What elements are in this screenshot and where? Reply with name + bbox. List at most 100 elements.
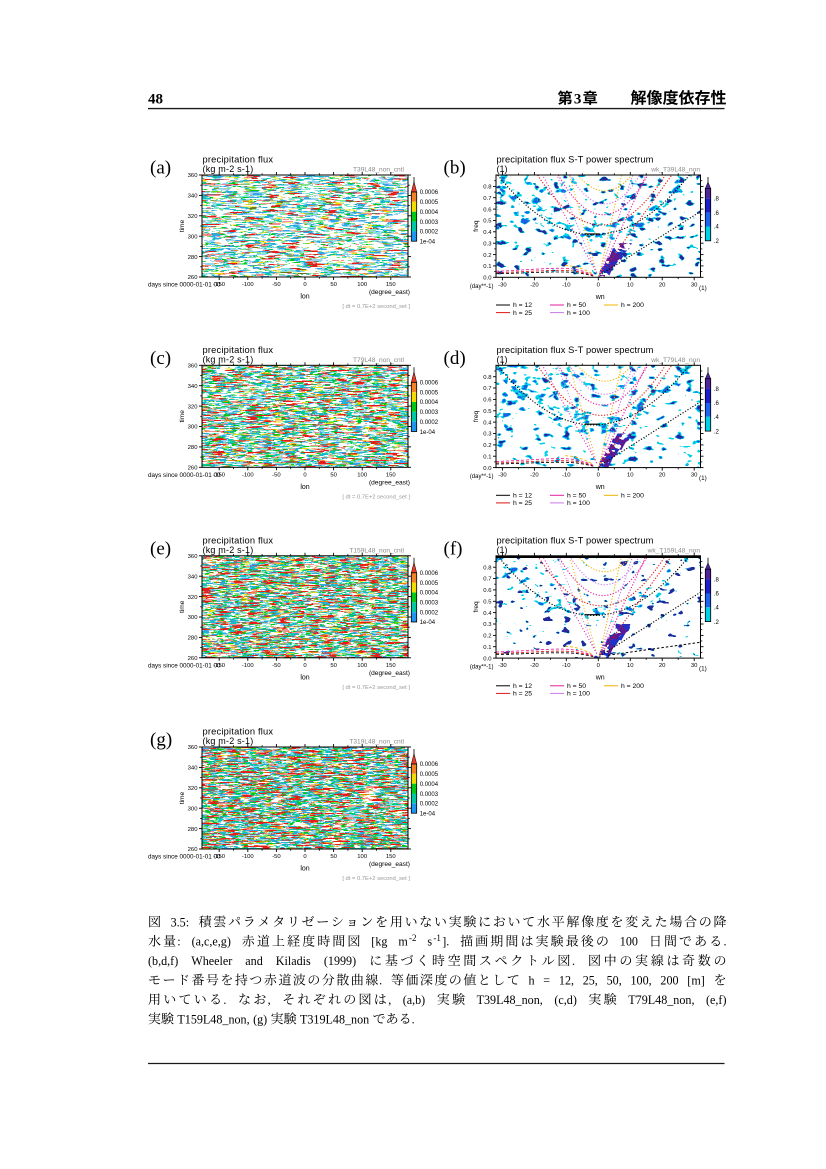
svg-text:lon: lon <box>300 484 309 491</box>
svg-text:50,: 50, <box>607 974 622 988</box>
svg-text:260: 260 <box>188 466 199 472</box>
svg-text:(a,c,e,g): (a,c,e,g) <box>192 935 231 949</box>
svg-text:300: 300 <box>188 425 199 431</box>
svg-text:300: 300 <box>188 806 199 812</box>
svg-text:1e-04: 1e-04 <box>420 430 436 436</box>
svg-text:0.6: 0.6 <box>483 588 492 594</box>
svg-text:-30: -30 <box>498 282 507 288</box>
svg-text:lon: lon <box>300 866 309 873</box>
svg-text:100: 100 <box>357 282 368 288</box>
svg-text:precipitation flux S-T power s: precipitation flux S-T power spectrum <box>497 535 654 545</box>
svg-text:340: 340 <box>188 384 199 390</box>
svg-text:wk_T79L48_non: wk_T79L48_non <box>650 357 700 364</box>
svg-text:0.0: 0.0 <box>483 656 492 662</box>
svg-text:precipitation flux: precipitation flux <box>203 155 274 165</box>
svg-text:days since 0000-01-01 00: days since 0000-01-01 00 <box>148 282 221 289</box>
svg-text:.6: .6 <box>714 592 720 598</box>
svg-text:0.5: 0.5 <box>483 600 492 606</box>
svg-text:[kg: [kg <box>371 935 387 949</box>
svg-text:precipitation flux: precipitation flux <box>203 727 274 737</box>
svg-text:0.3: 0.3 <box>483 622 492 628</box>
svg-text:(degree_east): (degree_east) <box>369 479 410 486</box>
svg-text:300: 300 <box>188 615 199 621</box>
svg-text:(1): (1) <box>699 475 707 482</box>
svg-text:320: 320 <box>188 786 199 792</box>
svg-text:(e,f): (e,f) <box>706 993 726 1007</box>
svg-text:days since 0000-01-01 00: days since 0000-01-01 00 <box>148 662 221 669</box>
svg-text:lon: lon <box>300 674 309 681</box>
svg-text:0.0003: 0.0003 <box>420 410 439 416</box>
svg-text:0.6: 0.6 <box>483 398 492 404</box>
svg-text:h = 25: h = 25 <box>513 310 532 317</box>
svg-text:.: . <box>724 935 727 949</box>
svg-text:(1): (1) <box>699 666 707 673</box>
svg-text:30: 30 <box>691 473 698 479</box>
svg-text:0.0003: 0.0003 <box>420 792 439 798</box>
svg-text:(c,d): (c,d) <box>554 993 577 1007</box>
svg-text:h = 25: h = 25 <box>513 691 532 698</box>
svg-text:[m]: [m] <box>687 974 704 988</box>
svg-text:h = 12: h = 12 <box>513 302 532 309</box>
svg-text:0.0002: 0.0002 <box>420 610 439 616</box>
svg-text:0.1: 0.1 <box>483 454 491 460</box>
svg-text:(a,b): (a,b) <box>403 993 426 1007</box>
svg-text:-20: -20 <box>530 282 539 288</box>
svg-text:-50: -50 <box>272 854 281 860</box>
svg-text:-10: -10 <box>562 663 571 669</box>
svg-text:0: 0 <box>303 282 307 288</box>
svg-text:0.0006: 0.0006 <box>420 190 439 196</box>
svg-text:(kg m-2 s-1): (kg m-2 s-1) <box>203 736 254 746</box>
svg-text:h = 100: h = 100 <box>567 310 590 317</box>
svg-text:1e-04: 1e-04 <box>420 620 436 626</box>
svg-text:260: 260 <box>188 275 199 281</box>
svg-text:50: 50 <box>330 854 337 860</box>
svg-text:time: time <box>179 219 186 232</box>
svg-text:0.0006: 0.0006 <box>420 381 439 387</box>
svg-text:260: 260 <box>188 656 199 662</box>
svg-text:.4: .4 <box>714 415 720 421</box>
svg-text:150: 150 <box>386 663 397 669</box>
svg-text:320: 320 <box>188 595 199 601</box>
svg-text:precipitation flux S-T power s: precipitation flux S-T power spectrum <box>497 345 654 355</box>
svg-text:0.7: 0.7 <box>483 386 491 392</box>
svg-text:-50: -50 <box>272 472 281 478</box>
svg-text:T159L48_non_cntl: T159L48_non_cntl <box>349 547 404 554</box>
svg-text:100: 100 <box>357 472 368 478</box>
svg-text:0.0005: 0.0005 <box>420 581 439 587</box>
svg-text:320: 320 <box>188 404 199 410</box>
svg-text:(kg m-2 s-1): (kg m-2 s-1) <box>203 164 254 174</box>
svg-text:360: 360 <box>188 554 199 560</box>
svg-text:-1: -1 <box>433 933 441 943</box>
svg-text:h = 50: h = 50 <box>567 493 586 500</box>
svg-text:h = 200: h = 200 <box>621 683 644 690</box>
svg-text:0.0006: 0.0006 <box>420 571 439 577</box>
svg-text:.8: .8 <box>714 387 720 393</box>
svg-text:3: 3 <box>574 92 582 108</box>
svg-text:lon: lon <box>300 294 309 301</box>
svg-text:(1): (1) <box>497 164 508 174</box>
svg-text:150: 150 <box>386 854 397 860</box>
svg-text:-20: -20 <box>530 473 539 479</box>
svg-text:0.0005: 0.0005 <box>420 200 439 206</box>
svg-text:0.8: 0.8 <box>483 185 492 191</box>
svg-text:days since 0000-01-01 00: days since 0000-01-01 00 <box>148 472 221 479</box>
svg-text:280: 280 <box>188 255 199 261</box>
svg-text:150: 150 <box>386 282 397 288</box>
svg-text:h = 100: h = 100 <box>567 691 590 698</box>
svg-text:(day**-1): (day**-1) <box>470 474 494 480</box>
svg-text:h = 12: h = 12 <box>513 683 532 690</box>
svg-text:(degree_east): (degree_east) <box>369 670 410 677</box>
svg-text:-150: -150 <box>213 854 226 860</box>
svg-text:0: 0 <box>303 472 307 478</box>
svg-text:precipitation flux: precipitation flux <box>203 345 274 355</box>
svg-text:-50: -50 <box>272 282 281 288</box>
svg-text:-10: -10 <box>562 473 571 479</box>
svg-text:280: 280 <box>188 827 199 833</box>
svg-text:[ dt = 0.7E+2 second_set ]: [ dt = 0.7E+2 second_set ] <box>342 494 410 500</box>
svg-text:h = 200: h = 200 <box>621 493 644 500</box>
svg-text:(g): (g) <box>253 1012 267 1026</box>
svg-text:10: 10 <box>627 663 634 669</box>
svg-text:0.2: 0.2 <box>483 634 491 640</box>
svg-text:(a): (a) <box>150 158 171 179</box>
svg-text:(day**-1): (day**-1) <box>470 284 494 290</box>
